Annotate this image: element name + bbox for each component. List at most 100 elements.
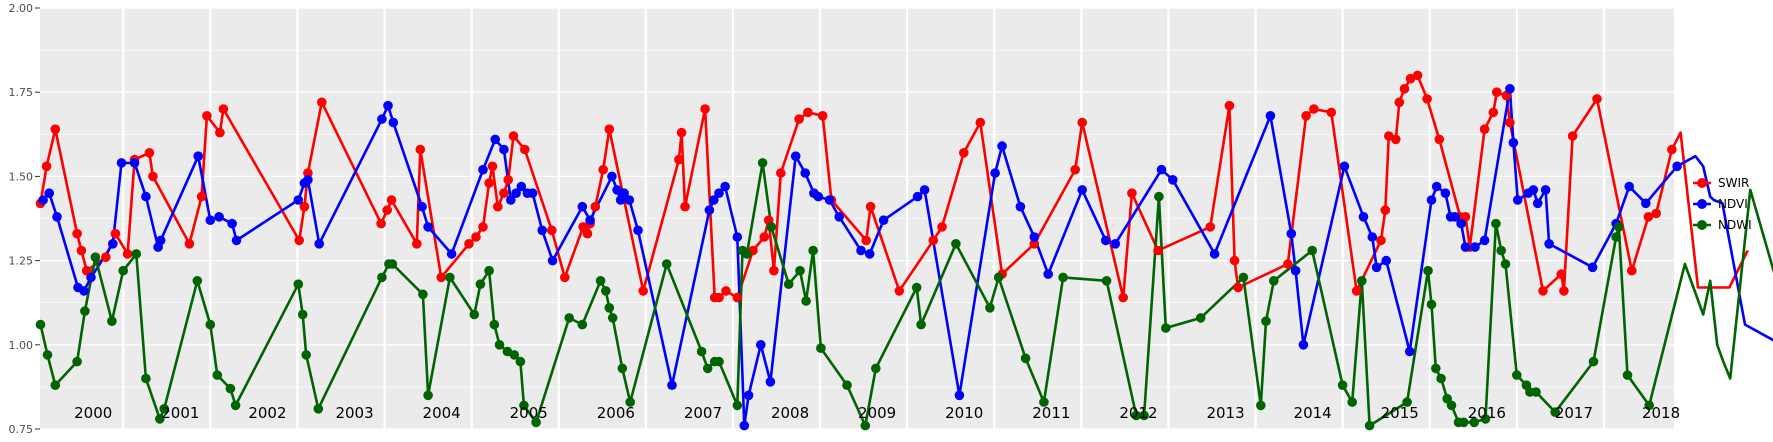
point-ndvi <box>997 141 1007 151</box>
point-swir <box>50 124 61 134</box>
point-ndwi <box>42 350 53 360</box>
point-ndvi <box>1440 188 1451 198</box>
point-swir <box>1488 107 1499 118</box>
point-swir <box>865 201 876 212</box>
point-ndvi <box>1532 198 1543 209</box>
point-swir <box>493 201 503 212</box>
point-swir <box>817 111 828 121</box>
point-ndvi <box>1672 161 1682 172</box>
point-swir <box>144 148 155 158</box>
point-swir <box>1538 286 1548 296</box>
point-ndwi <box>1500 259 1511 269</box>
point-ndvi <box>709 195 719 205</box>
point-ndvi <box>1367 232 1378 242</box>
point-ndvi <box>864 249 875 259</box>
point-ndvi <box>193 151 203 161</box>
point-ndvi <box>813 191 824 202</box>
point-ndwi <box>1431 363 1441 374</box>
y-tick-label: 2.00 <box>9 2 34 15</box>
point-ndwi <box>916 319 926 330</box>
point-ndvi <box>954 390 965 401</box>
point-swir <box>520 144 530 155</box>
point-swir <box>1077 117 1087 128</box>
point-ndwi <box>230 400 241 411</box>
point-swir <box>721 286 731 296</box>
point-ndwi <box>1423 265 1433 276</box>
point-ndvi <box>619 188 629 198</box>
point-ndvi <box>1110 239 1121 249</box>
point-ndwi <box>1644 400 1654 411</box>
point-ndwi <box>1307 245 1317 256</box>
point-swir <box>508 131 519 141</box>
point-ndvi <box>214 212 224 222</box>
point-swir <box>1301 111 1311 121</box>
point-ndwi <box>1364 420 1375 431</box>
point-ndvi <box>912 191 923 202</box>
year-label: 2012 <box>1119 404 1157 422</box>
legend: SWIR NDVI NDWI <box>1693 176 1752 232</box>
point-ndwi <box>159 404 169 414</box>
point-ndvi <box>129 158 140 168</box>
point-ndwi <box>1496 245 1506 256</box>
point-ndvi <box>720 181 730 192</box>
point-ndwi <box>1357 276 1367 286</box>
point-ndvi <box>585 215 595 225</box>
point-ndwi <box>766 222 777 232</box>
point-swir <box>604 124 615 134</box>
year-label: 2014 <box>1294 404 1332 422</box>
point-swir <box>700 104 710 114</box>
point-ndwi <box>1458 417 1469 428</box>
point-ndwi <box>494 340 505 350</box>
year-label: 2017 <box>1555 404 1593 422</box>
point-swir <box>1643 212 1654 222</box>
point-swir <box>1309 104 1319 114</box>
point-ndvi <box>205 215 216 225</box>
point-ndwi <box>625 397 635 407</box>
point-ndwi <box>604 303 615 313</box>
point-ndwi <box>1337 380 1348 391</box>
point-swir <box>1283 259 1293 269</box>
point-swir <box>975 117 986 128</box>
point-ndwi <box>732 400 743 411</box>
point-ndwi <box>205 319 216 330</box>
point-ndwi <box>141 373 151 384</box>
point-swir <box>1224 100 1235 111</box>
point-swir <box>1233 282 1243 293</box>
point-ndvi <box>1209 249 1220 259</box>
point-ndwi <box>1531 387 1541 397</box>
point-swir <box>1399 84 1410 94</box>
point-swir <box>317 97 327 108</box>
point-ndvi <box>1540 185 1551 195</box>
point-ndvi <box>633 225 643 236</box>
point-swir <box>1391 134 1401 145</box>
point-ndwi <box>297 309 308 320</box>
point-ndvi <box>607 171 617 182</box>
point-ndwi <box>1139 410 1149 421</box>
point-ndvi <box>52 212 62 222</box>
point-ndvi <box>446 249 457 259</box>
point-swir <box>676 127 687 138</box>
point-ndvi <box>732 232 743 242</box>
point-ndvi <box>1077 185 1087 195</box>
point-swir <box>101 252 111 262</box>
legend-key-point <box>1697 178 1707 188</box>
point-ndwi <box>1058 272 1068 283</box>
legend-key-point <box>1697 199 1707 209</box>
point-ndvi <box>756 340 766 350</box>
point-swir <box>464 239 474 249</box>
point-ndvi <box>79 286 89 296</box>
point-ndwi <box>212 370 223 380</box>
point-ndwi <box>387 259 398 269</box>
point-swir <box>1127 188 1137 198</box>
point-ndwi <box>225 383 236 394</box>
point-swir <box>680 201 690 212</box>
point-ndvi <box>1404 346 1415 357</box>
point-ndwi <box>469 309 480 320</box>
point-swir <box>861 235 871 246</box>
year-label: 2008 <box>771 404 809 422</box>
point-ndwi <box>118 265 128 276</box>
point-swir <box>674 154 684 165</box>
point-ndvi <box>499 144 509 155</box>
point-ndvi <box>377 114 387 124</box>
point-ndwi <box>72 356 82 367</box>
